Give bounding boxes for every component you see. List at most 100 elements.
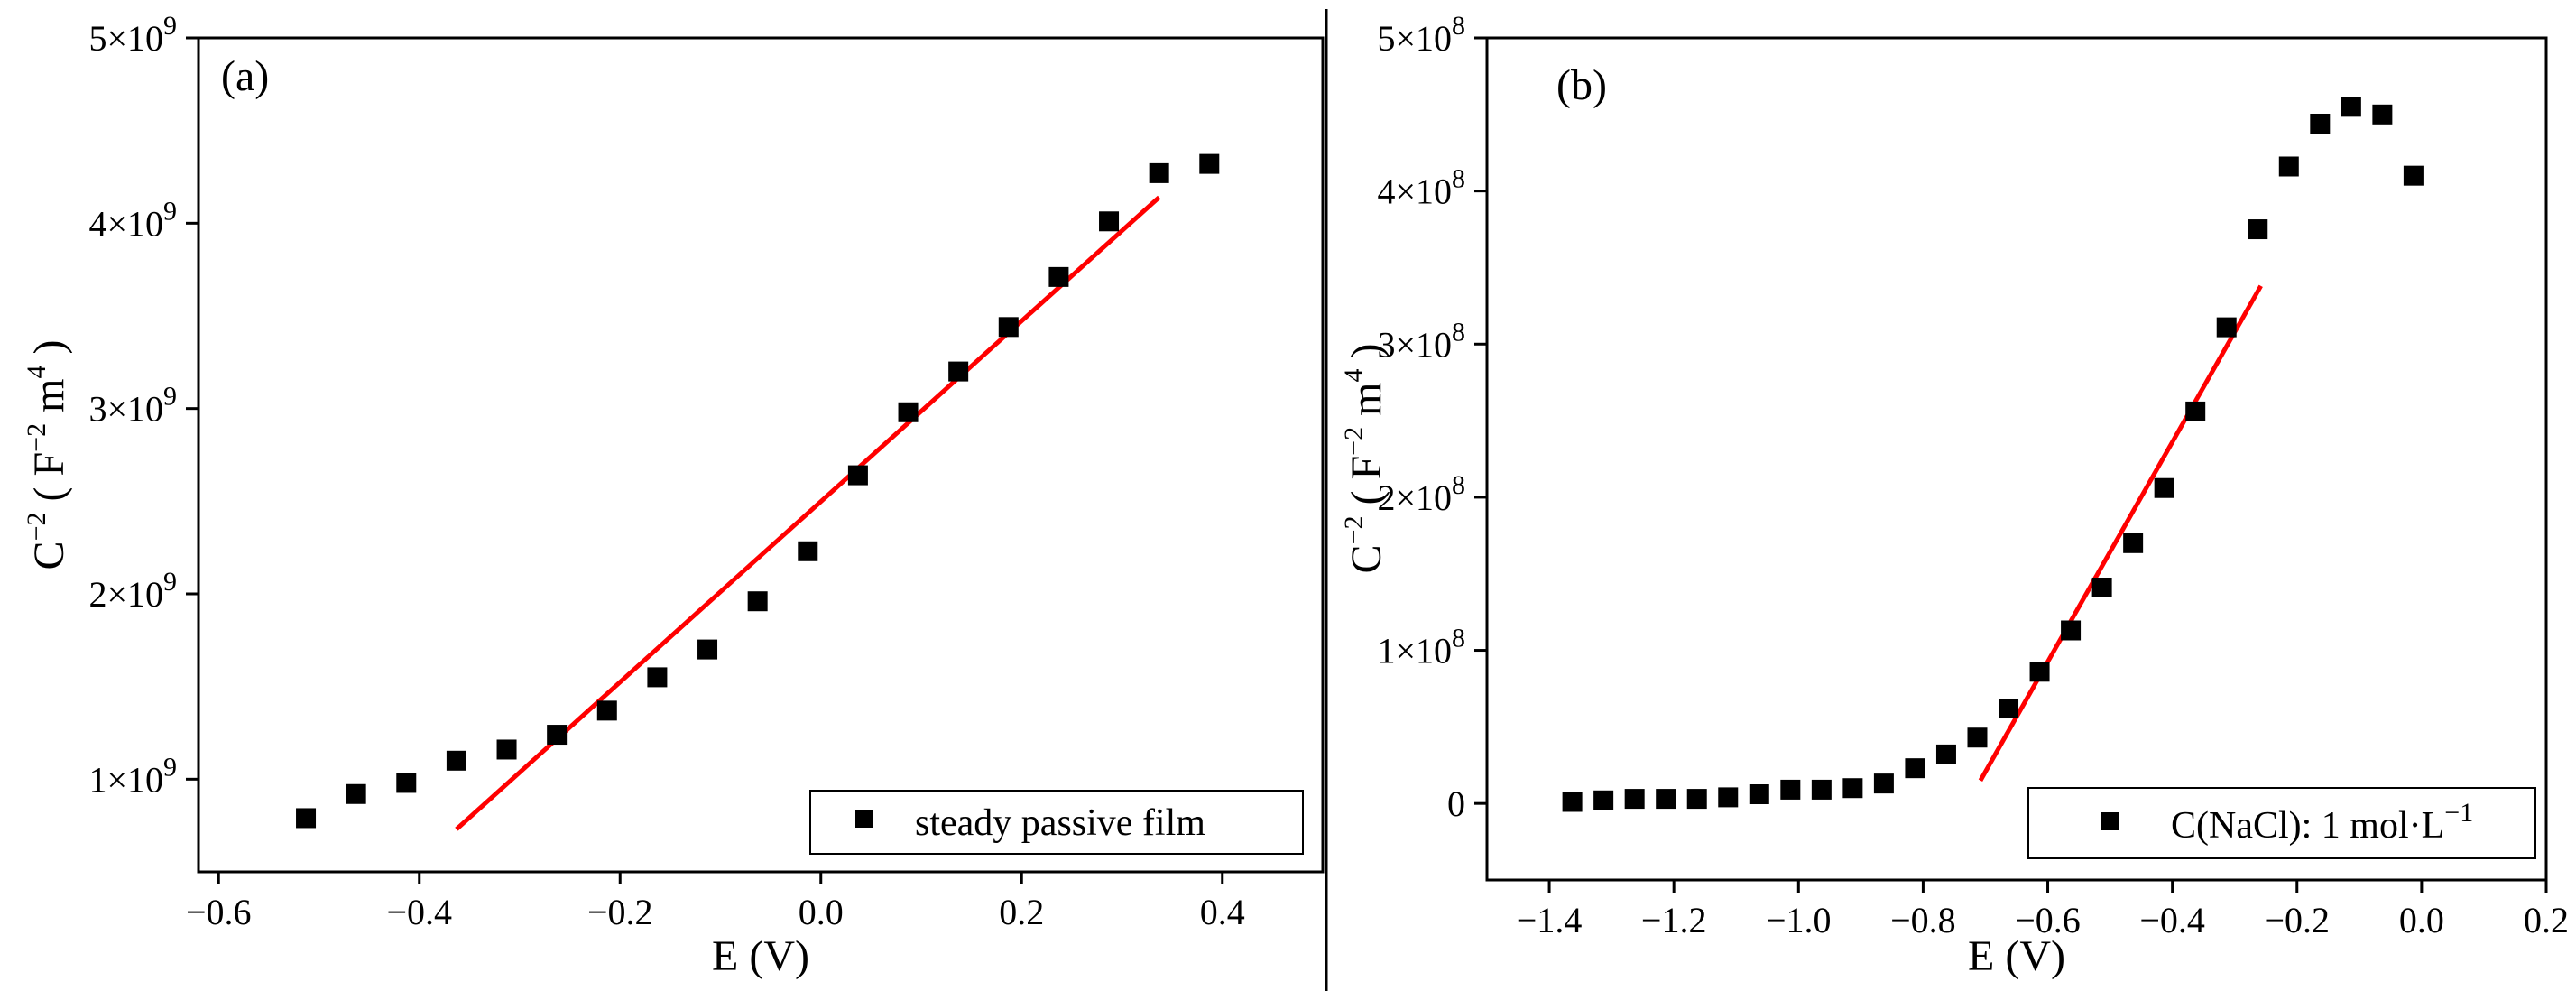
data-point <box>346 783 366 804</box>
y-tick-label: 5×109 <box>88 11 177 59</box>
data-point <box>1593 790 1614 810</box>
data-point <box>1149 162 1169 183</box>
data-point <box>647 667 668 688</box>
fit-line <box>455 195 1161 831</box>
legend-box-b <box>2027 787 2536 859</box>
y-axis-title-a: C−2 ( F−2 m4 ) <box>22 340 73 570</box>
y-tick-label: 5×108 <box>1377 11 1465 59</box>
x-axis-title-b: E (V) <box>1968 932 2065 980</box>
plot-frame-b <box>1485 36 2548 882</box>
data-point <box>396 773 417 793</box>
data-point <box>2029 662 2050 682</box>
y-ticks-a: 1×109 2×109 3×109 4×109 5×109 <box>88 11 199 800</box>
data-point <box>2123 533 2144 553</box>
data-point <box>296 808 317 829</box>
data-point <box>1873 773 1894 794</box>
x-tick-label: −0.6 <box>186 892 252 932</box>
x-tick-label: −0.4 <box>386 892 452 932</box>
legend-label-a: steady passive film <box>915 802 1205 844</box>
y-tick-label: 4×108 <box>1377 164 1465 212</box>
x-ticks-a: −0.6 −0.4 −0.2 0.0 0.2 0.4 <box>186 872 1245 932</box>
chart-panel-b: (b) E (V) C−2 ( F−2 m4 ) −1.4 −1.2 −1.0 −0.… <box>1339 11 2569 980</box>
data-point <box>1562 792 1583 812</box>
data-point <box>2310 113 2331 134</box>
plot-frame-a <box>197 36 1325 874</box>
legend-label-b: C(NaCl): 1 mol·L−1 <box>2171 798 2473 847</box>
panel-label-a: (a) <box>221 52 269 100</box>
data-point <box>998 317 1019 338</box>
y-tick-label: 1×108 <box>1377 624 1465 671</box>
x-tick-label: −1.0 <box>1766 900 1832 940</box>
data-point <box>496 739 517 760</box>
legend-a: steady passive film <box>809 790 1304 855</box>
data-point <box>1099 211 1120 232</box>
data-point <box>2372 104 2393 125</box>
x-tick-label: −0.2 <box>2264 900 2330 940</box>
data-point <box>596 700 617 721</box>
data-point <box>1749 784 1769 805</box>
legend-box-a <box>809 790 1304 855</box>
y-tick-label: 2×108 <box>1377 470 1465 518</box>
data-point <box>446 750 466 771</box>
data-point <box>1842 778 1863 799</box>
y-tick-label: 3×108 <box>1377 317 1465 365</box>
x-tick-label: 0.2 <box>999 892 1044 932</box>
data-point <box>697 639 718 660</box>
x-tick-label: −0.4 <box>2139 900 2205 940</box>
x-axis-title-a: E (V) <box>712 932 809 980</box>
data-point <box>2403 165 2424 186</box>
data-point <box>798 541 818 561</box>
data-point <box>2091 577 2112 597</box>
data-point <box>948 361 969 382</box>
x-tick-label: 0.4 <box>1200 892 1245 932</box>
x-tick-label: 0.0 <box>2399 900 2444 940</box>
data-point <box>1967 727 1988 748</box>
legend-marker-a <box>855 810 873 828</box>
y-axis-title-b: C−2 ( F−2 m4 ) <box>1339 344 1390 574</box>
data-point <box>1199 153 1220 174</box>
data-point <box>747 591 768 612</box>
y-tick-label: 2×109 <box>88 567 177 615</box>
data-point <box>1811 779 1832 800</box>
markers-b <box>1562 97 2424 812</box>
data-point <box>2154 477 2174 498</box>
data-point <box>847 465 868 486</box>
fit-line-group-a <box>455 195 1161 831</box>
data-point <box>1780 779 1801 800</box>
data-point <box>1905 758 1925 779</box>
data-point <box>547 725 568 746</box>
data-point <box>1686 789 1707 810</box>
legend-marker-b <box>2101 812 2119 830</box>
x-tick-label: −1.2 <box>1641 900 1707 940</box>
data-point <box>2341 97 2361 117</box>
data-point <box>2248 219 2268 240</box>
x-tick-label: 0.0 <box>799 892 844 932</box>
data-point <box>1999 699 2019 719</box>
chart-panel-a: (a) E (V) C−2 ( F−2 m4 ) −0.6 −0.4 −0.2 0.0… <box>22 11 1325 980</box>
data-point <box>1935 744 1956 764</box>
data-point <box>898 402 919 422</box>
data-point <box>2061 620 2082 641</box>
data-point <box>2216 317 2237 338</box>
y-tick-label: 1×109 <box>88 752 177 800</box>
x-tick-label: −0.2 <box>587 892 653 932</box>
panel-label-b: (b) <box>1556 61 1607 109</box>
data-point <box>2185 401 2206 421</box>
data-point <box>1048 266 1069 287</box>
data-point <box>1624 789 1645 810</box>
x-tick-label: 0.2 <box>2524 900 2569 940</box>
fit-line-group-b <box>1978 284 2263 782</box>
x-tick-label: −0.8 <box>1890 900 1956 940</box>
data-point <box>1718 787 1739 808</box>
y-tick-label: 0 <box>1447 783 1465 824</box>
y-ticks-b: 0 1×108 2×108 3×108 4×108 5×108 <box>1377 11 1487 824</box>
markers-a <box>296 153 1220 829</box>
data-point <box>2278 156 2299 177</box>
x-ticks-b: −1.4 −1.2 −1.0 −0.8 −0.6 −0.4 −0.2 0.0 0.2 <box>1517 880 2569 940</box>
y-tick-label: 3×109 <box>88 382 177 430</box>
y-tick-label: 4×109 <box>88 196 177 244</box>
legend-b: C(NaCl): 1 mol·L−1 <box>2027 787 2536 859</box>
data-point <box>1656 789 1676 810</box>
x-tick-label: −0.6 <box>2015 900 2081 940</box>
